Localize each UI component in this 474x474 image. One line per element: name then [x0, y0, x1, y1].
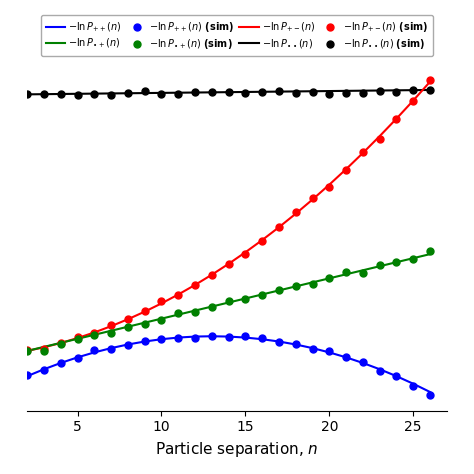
X-axis label: Particle separation, $n$: Particle separation, $n$ [155, 440, 319, 459]
Legend: $-\ln P_{++}(n)$, $-\ln P_{\bullet+}(n)$, $-\ln P_{++}(n)$ $\mathbf{(sim)}$, $-\: $-\ln P_{++}(n)$, $-\ln P_{\bullet+}(n)$… [41, 15, 433, 56]
